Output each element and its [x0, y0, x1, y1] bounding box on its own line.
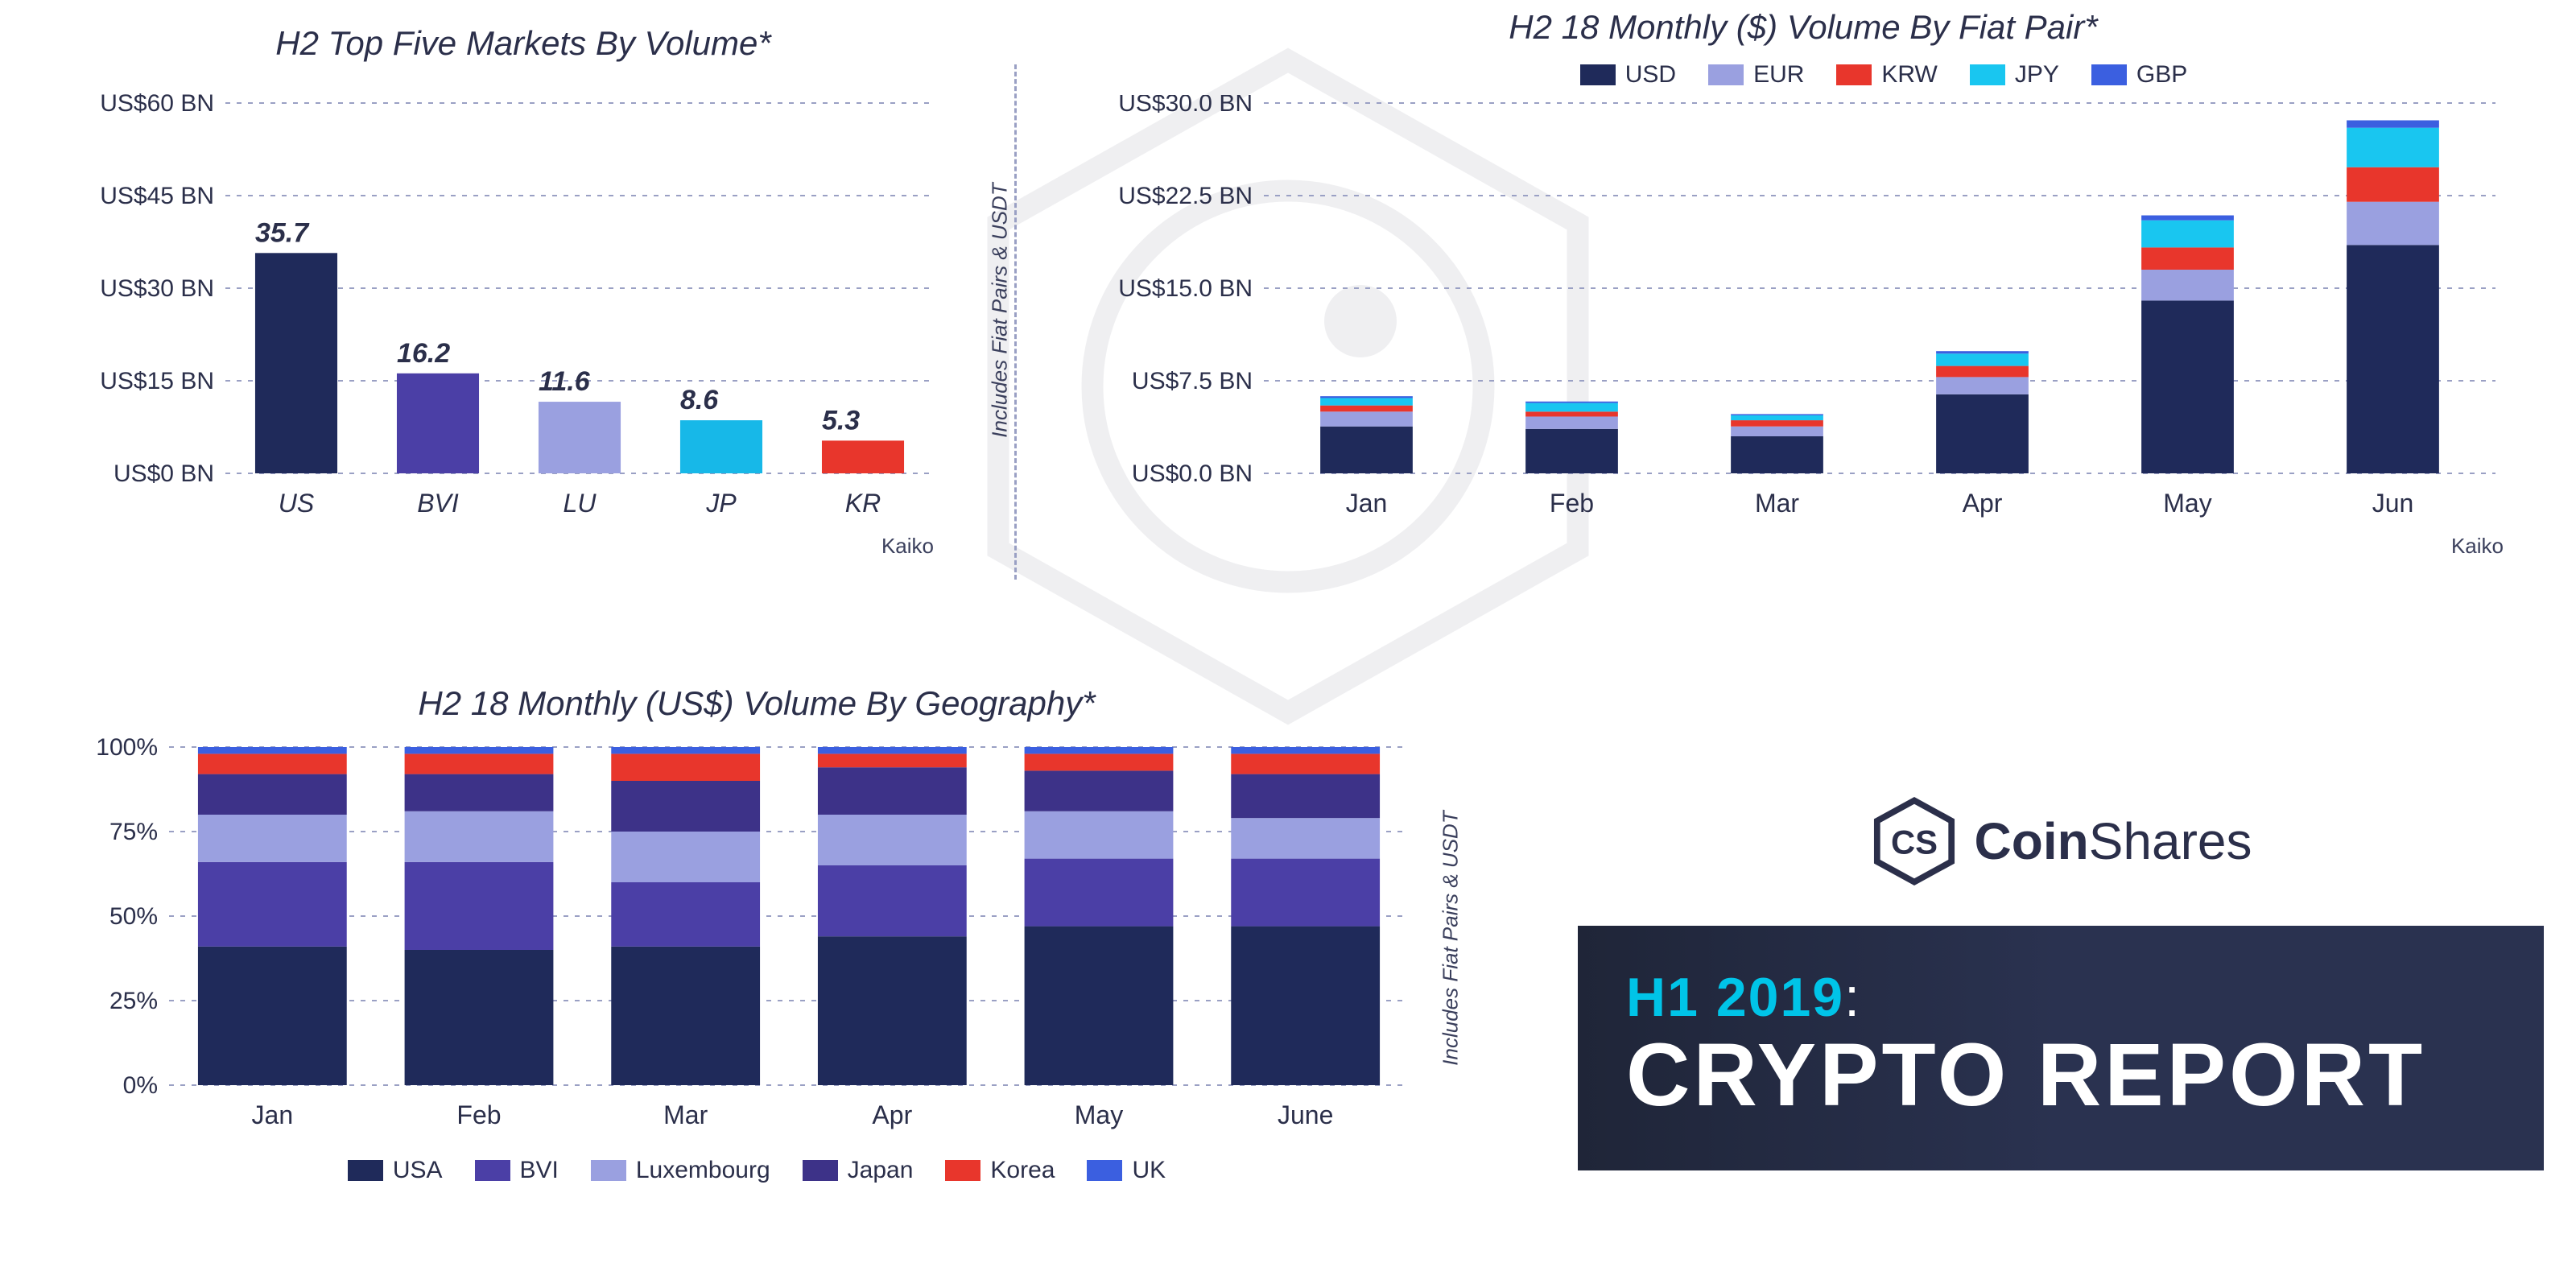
legend-geo: USA BVI Luxembourg Japan Korea UK [48, 1157, 1465, 1184]
legend-swatch [1708, 64, 1744, 85]
svg-text:BVI: BVI [417, 489, 459, 518]
source-label: Kaiko [48, 534, 934, 559]
legend-swatch [1087, 1160, 1122, 1181]
legend-item: Japan [803, 1157, 914, 1184]
legend-label: KRW [1881, 61, 1937, 89]
svg-text:KR: KR [845, 489, 881, 518]
chart-geography: H2 18 Monthly (US$) Volume By Geography*… [48, 684, 1465, 1264]
svg-text:US$15 BN: US$15 BN [100, 368, 214, 394]
legend-label: EUR [1753, 61, 1804, 89]
svg-text:Mar: Mar [663, 1100, 708, 1129]
brand-name: CoinShares [1975, 811, 2252, 871]
chart-title: H2 18 Monthly ($) Volume By Fiat Pair* [1071, 8, 2536, 47]
report-line1: H1 2019: [1626, 966, 2496, 1029]
legend-item: Luxembourg [591, 1157, 770, 1184]
svg-text:May: May [1075, 1100, 1123, 1129]
svg-text:Feb: Feb [1550, 489, 1594, 518]
svg-text:US$30.0 BN: US$30.0 BN [1118, 95, 1253, 117]
legend-item: EUR [1708, 61, 1804, 89]
svg-text:US$22.5 BN: US$22.5 BN [1118, 183, 1253, 209]
svg-text:US$0 BN: US$0 BN [114, 460, 214, 487]
report-line2: CRYPTO REPORT [1626, 1029, 2496, 1122]
svg-text:June: June [1278, 1100, 1333, 1129]
chart-fiat-svg: US$0.0 BN US$7.5 BN US$15.0 BN US$22.5 BN US… [1071, 95, 2520, 530]
legend-swatch [1836, 64, 1872, 85]
legend-item: Korea [945, 1157, 1055, 1184]
svg-text:100%: 100% [96, 734, 158, 761]
legend-item: USD [1580, 61, 1676, 89]
legend-swatch [803, 1160, 838, 1181]
svg-text:Apr: Apr [872, 1100, 912, 1129]
legend-item: BVI [475, 1157, 559, 1184]
svg-text:50%: 50% [109, 903, 158, 930]
svg-text:May: May [2163, 489, 2211, 518]
chart-fiat-pair: H2 18 Monthly ($) Volume By Fiat Pair* U… [1071, 8, 2536, 604]
legend-item: UK [1087, 1157, 1166, 1184]
svg-text:US$60 BN: US$60 BN [100, 90, 214, 117]
svg-text:35.7: 35.7 [255, 217, 310, 248]
svg-text:JP: JP [705, 489, 737, 518]
legend-label: Japan [848, 1157, 914, 1184]
svg-text:Jun: Jun [2372, 489, 2414, 518]
legend-item: JPY [1970, 61, 2059, 89]
report-banner: H1 2019: CRYPTO REPORT [1578, 926, 2544, 1170]
svg-text:Jan: Jan [1346, 489, 1388, 518]
side-note: Includes Fiat Pairs & USDT [987, 183, 1012, 437]
legend-label: USD [1625, 61, 1676, 89]
svg-text:75%: 75% [109, 819, 158, 845]
chart-title: H2 Top Five Markets By Volume* [48, 24, 998, 63]
svg-text:US$30 BN: US$30 BN [100, 275, 214, 302]
chart-geo-svg: 0% 25% 50% 75% 100% Jan Feb Mar Apr May June [48, 731, 1433, 1141]
legend-item: USA [348, 1157, 443, 1184]
svg-text:Jan: Jan [252, 1100, 294, 1129]
svg-text:Apr: Apr [1963, 489, 2003, 518]
svg-text:16.2: 16.2 [397, 338, 450, 369]
legend-label: GBP [2136, 61, 2187, 89]
legend-item: KRW [1836, 61, 1937, 89]
legend-fiat: USD EUR KRW JPY GBP [1232, 61, 2536, 89]
legend-swatch [945, 1160, 980, 1181]
legend-label: Luxembourg [636, 1157, 770, 1184]
svg-text:US$0.0 BN: US$0.0 BN [1132, 460, 1253, 487]
chart-top5-svg: US$0 BN US$15 BN US$30 BN US$45 BN US$60 BN 3… [48, 79, 950, 530]
brand-block: CS CoinShares H1 2019: CRYPTO REPORT [1578, 781, 2544, 1232]
svg-text:CS: CS [1890, 823, 1937, 861]
svg-text:US: US [279, 489, 314, 518]
svg-text:8.6: 8.6 [680, 385, 719, 415]
legend-swatch [1970, 64, 2005, 85]
svg-text:US$7.5 BN: US$7.5 BN [1132, 368, 1253, 394]
svg-text:LU: LU [564, 489, 597, 518]
legend-swatch [2091, 64, 2127, 85]
legend-label: Korea [990, 1157, 1055, 1184]
legend-swatch [348, 1160, 383, 1181]
svg-text:5.3: 5.3 [822, 405, 860, 436]
svg-text:US$45 BN: US$45 BN [100, 183, 214, 209]
legend-swatch [591, 1160, 626, 1181]
legend-label: UK [1132, 1157, 1166, 1184]
svg-text:Feb: Feb [456, 1100, 501, 1129]
svg-text:11.6: 11.6 [539, 366, 591, 397]
svg-text:0%: 0% [123, 1072, 158, 1099]
svg-text:US$15.0 BN: US$15.0 BN [1118, 275, 1253, 302]
side-note: Includes Fiat Pairs & USDT [1438, 811, 1463, 1065]
svg-text:25%: 25% [109, 988, 158, 1014]
legend-swatch [475, 1160, 510, 1181]
chart-title: H2 18 Monthly (US$) Volume By Geography* [48, 684, 1465, 723]
legend-item: GBP [2091, 61, 2187, 89]
svg-text:Mar: Mar [1755, 489, 1799, 518]
chart-top5-markets: H2 Top Five Markets By Volume* US$0 BNUS… [48, 24, 998, 604]
source-label: Kaiko [1071, 534, 2504, 559]
legend-swatch [1580, 64, 1616, 85]
coinshares-logo-icon: CS [1870, 797, 1959, 886]
legend-label: JPY [2015, 61, 2059, 89]
legend-label: BVI [520, 1157, 559, 1184]
vertical-divider [1014, 64, 1017, 580]
legend-label: USA [393, 1157, 443, 1184]
